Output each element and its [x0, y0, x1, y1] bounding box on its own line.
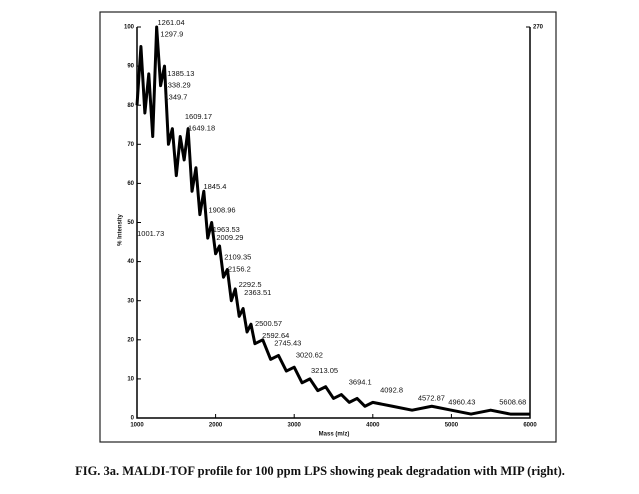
peak-label: 1649.18 — [188, 124, 215, 133]
y-tick-label: 30 — [127, 298, 134, 304]
peak-label: 2363.51 — [244, 288, 271, 297]
y-tick-label: 60 — [127, 181, 134, 187]
y-tick-label: 70 — [127, 142, 134, 148]
x-tick-label: 1000 — [130, 423, 144, 429]
peak-label: 2592.64 — [262, 331, 289, 340]
y-tick-label: 0 — [131, 416, 135, 422]
peak-label: 2109.35 — [224, 253, 251, 262]
y-axis-label: % Intensity — [118, 214, 124, 246]
peak-label: 1297.9 — [160, 30, 183, 39]
y-tick-label: 10 — [127, 376, 134, 382]
y-tick-label: 50 — [127, 220, 134, 226]
peak-label: 4960.43 — [448, 397, 475, 406]
peak-label: 1261.04 — [158, 18, 185, 27]
peak-label: 2156.2 — [228, 264, 251, 273]
y2-tick-label: 270 — [533, 25, 544, 31]
y-tick-label: 20 — [127, 337, 134, 343]
peak-label: 1963.53 — [213, 225, 240, 234]
peak-label: 1001.73 — [137, 229, 164, 238]
y-tick-label: 80 — [127, 103, 134, 109]
peak-label: 1609.17 — [185, 112, 212, 121]
peak-label: 2500.57 — [255, 319, 282, 328]
peak-label: 1338.29 — [164, 81, 191, 90]
x-tick-label: 4000 — [366, 423, 380, 429]
y-tick-label: 90 — [127, 64, 134, 70]
x-tick-label: 3000 — [288, 423, 302, 429]
x-tick-label: 2000 — [209, 423, 223, 429]
peak-label: 3694.1 — [349, 378, 372, 387]
axes — [136, 27, 531, 419]
y-tick-label: 100 — [124, 25, 135, 31]
y-tick-label: 40 — [127, 259, 134, 265]
x-tick-label: 5000 — [445, 423, 459, 429]
peak-label: 1908.96 — [208, 206, 235, 215]
peak-label: 3020.62 — [296, 350, 323, 359]
peak-label: 5608.68 — [499, 397, 526, 406]
peak-label: 3213.05 — [311, 366, 338, 375]
peak-label: 1385.13 — [167, 69, 194, 78]
peak-label: 1349.7 — [164, 92, 187, 101]
peak-label: 2009.29 — [216, 233, 243, 242]
frame — [99, 11, 557, 443]
peak-label: 2745.43 — [274, 339, 301, 348]
peak-label: 4572.87 — [418, 393, 445, 402]
x-tick-label: 6000 — [523, 423, 537, 429]
x-axis-label: Mass (m/z) — [319, 432, 350, 438]
peak-label: 2292.5 — [239, 280, 262, 289]
peak-label: 4092.8 — [380, 386, 403, 395]
spectrum — [135, 25, 530, 416]
caption: FIG. 3a. MALDI-TOF profile for 100 ppm L… — [75, 464, 565, 478]
peak-label: 1845.4 — [203, 182, 226, 191]
